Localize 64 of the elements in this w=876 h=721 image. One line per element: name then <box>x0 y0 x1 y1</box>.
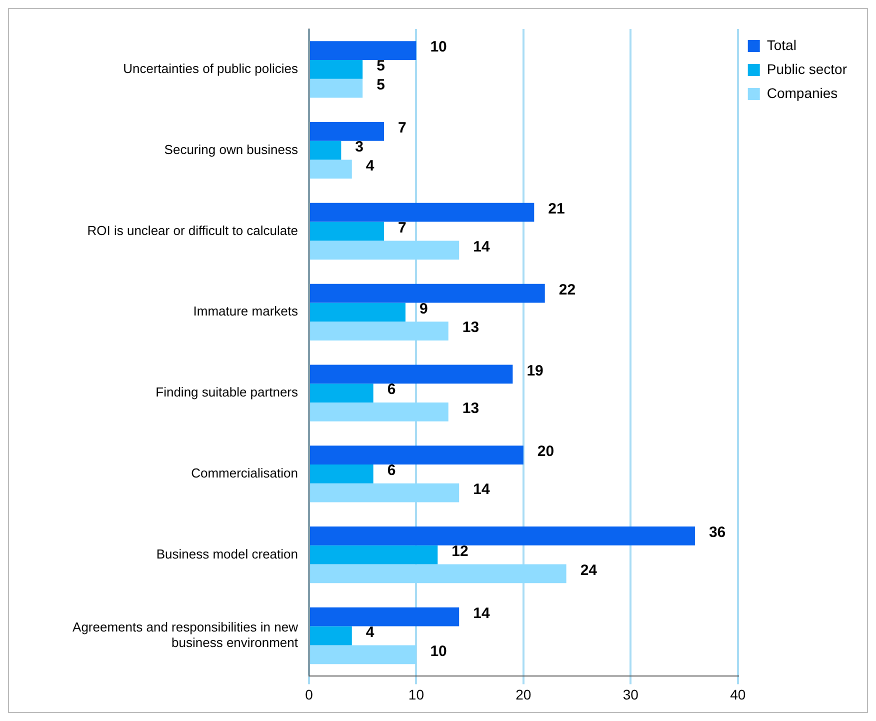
bar <box>310 384 374 402</box>
y-tick-label: Finding suitable partners <box>156 384 298 400</box>
data-label: 3 <box>355 138 364 156</box>
data-label: 4 <box>366 624 375 641</box>
bar <box>310 202 534 222</box>
y-tick-label: Uncertainties of public policies <box>123 61 298 76</box>
bar <box>310 526 695 546</box>
bar <box>310 322 448 340</box>
data-label: 20 <box>537 443 554 460</box>
y-tick-label: Business model creation <box>156 546 298 562</box>
data-label: 13 <box>462 400 480 418</box>
bar <box>310 41 416 60</box>
bar <box>310 78 363 98</box>
legend-label: Companies <box>766 84 838 101</box>
bar <box>310 240 460 260</box>
bar <box>310 364 513 384</box>
y-tick-label: Immature markets <box>193 304 298 319</box>
legend-label: Total <box>766 36 796 53</box>
data-label: 7 <box>398 219 406 236</box>
data-label: 6 <box>387 381 396 398</box>
bar <box>310 60 363 79</box>
legend-label: Public sector <box>766 60 848 77</box>
data-label: 14 <box>473 480 490 498</box>
data-label: 9 <box>419 300 428 318</box>
x-tick-label: 40 <box>730 686 746 702</box>
data-label: 6 <box>387 462 396 480</box>
bar <box>310 645 416 664</box>
data-label: 14 <box>473 238 490 256</box>
data-label: 4 <box>366 157 375 174</box>
data-label: 5 <box>376 76 385 94</box>
y-tick-label: ROI is unclear or difficult to calculate <box>87 222 298 238</box>
bar <box>310 140 342 160</box>
bar <box>310 564 566 584</box>
data-label: 7 <box>398 120 406 137</box>
data-label: 5 <box>376 58 385 75</box>
bar <box>310 284 545 303</box>
bar <box>310 160 352 179</box>
bar <box>310 626 352 646</box>
data-label: 21 <box>548 200 565 218</box>
data-label: 12 <box>452 542 468 560</box>
data-label: 19 <box>526 362 544 380</box>
x-tick-label: 0 <box>305 686 314 702</box>
bar <box>310 464 374 484</box>
y-tick-label: Securing own business <box>164 142 298 157</box>
bar <box>310 122 384 141</box>
x-tick-label: 10 <box>408 686 424 702</box>
data-label: 10 <box>430 38 447 56</box>
data-label: 36 <box>708 524 726 542</box>
bar <box>310 222 384 241</box>
x-tick-label: 20 <box>516 686 532 702</box>
bar <box>310 483 460 502</box>
bar <box>310 446 524 465</box>
y-tick-label: Commercialisation <box>191 466 298 481</box>
x-tick-label: 30 <box>622 686 639 702</box>
data-label: 14 <box>473 605 490 622</box>
bar <box>310 302 406 322</box>
bar <box>310 402 448 422</box>
y-tick-label: Agreements and responsibilities in new business environment <box>72 620 299 650</box>
data-label: 24 <box>580 562 598 579</box>
data-label: 22 <box>558 281 576 298</box>
bar <box>310 607 460 626</box>
bar <box>310 545 438 564</box>
data-label: 13 <box>462 319 480 336</box>
data-label: 10 <box>430 642 447 660</box>
